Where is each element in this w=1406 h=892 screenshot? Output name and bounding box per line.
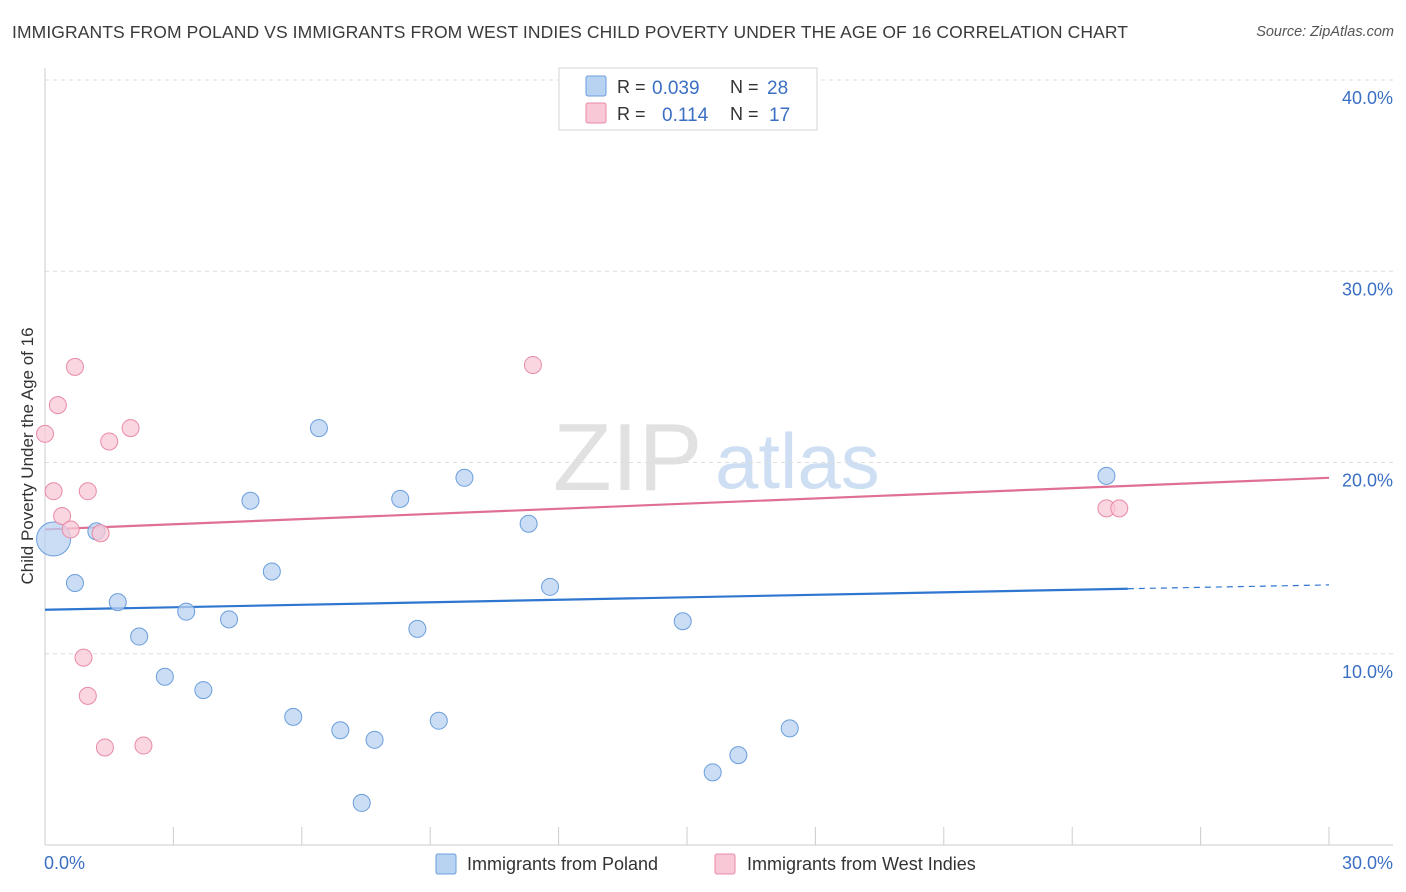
point-poland xyxy=(262,562,281,581)
stats-legend: R = 0.039 N = 28 R = 0.114 N = 17 xyxy=(558,67,818,131)
point-poland xyxy=(729,746,748,765)
stats-n-value-westindies: 17 xyxy=(769,105,790,126)
point-poland xyxy=(365,730,384,749)
point-westindies xyxy=(78,686,97,705)
point-westindies xyxy=(134,736,153,755)
point-poland xyxy=(780,719,799,738)
point-poland xyxy=(455,468,474,487)
watermark: ZIP atlas xyxy=(553,404,880,511)
stats-legend-swatch-westindies xyxy=(585,102,607,124)
point-westindies xyxy=(65,357,84,376)
point-westindies xyxy=(91,524,110,543)
point-poland xyxy=(220,610,239,629)
point-poland xyxy=(429,711,448,730)
trend-line-poland-extension xyxy=(1127,584,1330,590)
stats-n-label-poland: N = xyxy=(730,77,759,97)
point-poland xyxy=(352,793,371,812)
point-westindies xyxy=(121,419,140,438)
point-poland xyxy=(194,681,213,700)
point-westindies xyxy=(36,424,54,443)
point-poland xyxy=(241,491,260,510)
watermark-atlas: atlas xyxy=(715,417,880,505)
point-westindies xyxy=(48,396,67,415)
point-poland xyxy=(408,619,427,638)
point-poland xyxy=(391,489,410,508)
point-westindies xyxy=(95,738,114,757)
stats-n-label-westindies: N = xyxy=(730,104,759,124)
watermark-zip: ZIP xyxy=(553,404,702,511)
point-poland xyxy=(130,627,149,646)
point-westindies xyxy=(523,355,542,374)
point-poland xyxy=(703,763,722,782)
stats-legend-swatch-poland xyxy=(585,75,607,97)
point-poland xyxy=(1097,466,1116,485)
scatter-points xyxy=(36,90,1129,812)
x-tick-label-min: 0.0% xyxy=(44,853,85,873)
y-tick-label: 30.0% xyxy=(1342,279,1393,299)
point-poland xyxy=(519,514,538,533)
y-tick-label: 20.0% xyxy=(1342,471,1393,491)
legend-swatch-westindies xyxy=(714,853,736,875)
point-poland xyxy=(673,612,692,631)
point-westindies xyxy=(1110,499,1129,518)
source-label: Source: ZipAtlas.com xyxy=(1256,24,1394,40)
point-westindies xyxy=(53,507,72,526)
point-poland xyxy=(155,667,174,686)
point-poland xyxy=(331,721,350,740)
point-poland xyxy=(177,602,196,621)
trend-line-westindies xyxy=(44,476,1330,531)
y-axis-title: Child Poverty Under the Age of 16 xyxy=(18,327,37,584)
legend-label-westindies: Immigrants from West Indies xyxy=(747,854,976,874)
trend-line-poland xyxy=(44,587,1128,611)
chart-title: IMMIGRANTS FROM POLAND VS IMMIGRANTS FRO… xyxy=(12,22,1129,42)
legend-label-poland: Immigrants from Poland xyxy=(467,854,658,874)
trend-lines xyxy=(44,476,1330,611)
point-poland xyxy=(309,419,328,438)
point-poland xyxy=(65,573,84,592)
x-ticks xyxy=(172,827,1330,845)
point-westindies xyxy=(44,482,63,501)
y-tick-label: 10.0% xyxy=(1342,662,1393,682)
stats-r-label-poland: R = xyxy=(617,77,646,97)
stats-r-value-westindies: 0.114 xyxy=(662,105,709,126)
point-westindies xyxy=(100,432,119,451)
point-poland xyxy=(541,577,560,596)
gridlines xyxy=(45,79,1393,655)
point-westindies xyxy=(74,648,93,667)
x-tick-label-max: 30.0% xyxy=(1342,853,1393,873)
stats-n-value-poland: 28 xyxy=(767,78,788,99)
point-westindies xyxy=(78,482,97,501)
series-legend: Immigrants from Poland Immigrants from W… xyxy=(435,853,976,875)
stats-r-value-poland: 0.039 xyxy=(652,78,700,99)
stats-r-label-westindies: R = xyxy=(617,104,646,124)
point-poland xyxy=(284,707,303,726)
y-tick-labels: 10.0% 20.0% 30.0% 40.0% xyxy=(1342,88,1393,682)
legend-swatch-poland xyxy=(435,853,457,875)
y-tick-label: 40.0% xyxy=(1342,88,1393,108)
point-westindies xyxy=(61,520,80,539)
point-poland xyxy=(108,593,127,612)
